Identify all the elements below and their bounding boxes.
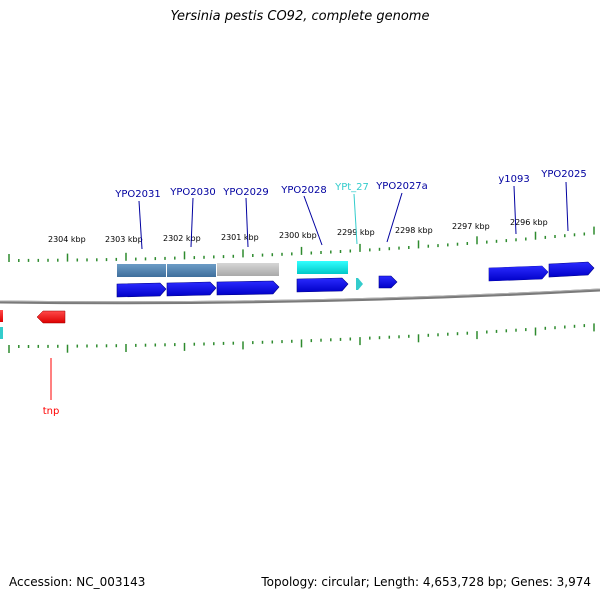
feature-labels: YPO2031 YPO2030 YPO2029 YPO2028 YPt_27 Y… [43,169,587,417]
leader-ypt27 [353,193,358,245]
topology-text: Topology: circular; Length: 4,653,728 bp… [261,575,591,589]
leader-ypo2030 [190,197,194,248]
label-ypo2031[interactable]: YPO2031 [114,189,160,200]
label-y1093[interactable]: y1093 [498,174,529,185]
band-arrow-y1093 [489,266,548,281]
leader-ypo2027a [386,192,403,243]
gene-arrow-ypo2025[interactable] [548,261,595,278]
label-tnp[interactable]: tnp [43,406,60,417]
scale-label-2304: 2304 kbp [48,235,86,244]
gene-arrow-tnp[interactable] [36,310,66,324]
band-block-ypo2028 [297,261,348,274]
label-ypo2027a[interactable]: YPO2027a [375,181,428,192]
scale-ticks-top [8,226,595,262]
gene-arrow-ypo2028[interactable] [296,277,349,293]
scale-label-2297: 2297 kbp [452,222,490,231]
scale-label-2300: 2300 kbp [279,231,317,240]
scale-label-2301: 2301 kbp [221,233,259,242]
band-block-ypo2030 [167,264,216,277]
label-ypo2030[interactable]: YPO2030 [169,187,215,198]
scale-label-2303: 2303 kbp [105,235,143,244]
scale-labels: 2304 kbp 2303 kbp 2302 kbp 2301 kbp 2300… [48,218,548,244]
scale-label-2302: 2302 kbp [163,234,201,243]
gene-edge-cyan [0,327,3,339]
scale-label-2298: 2298 kbp [395,226,433,235]
band-block-ypo2029 [217,263,279,276]
gene-arrow-ypo2031[interactable] [116,282,167,298]
gene-arrow-ypo2029[interactable] [216,280,280,296]
feature-band-upper-right [489,266,548,281]
accession-text: Accession: NC_003143 [9,575,146,589]
feature-band-upper [117,261,348,277]
gene-edge-red [0,310,3,322]
label-ypo2029[interactable]: YPO2029 [222,187,268,198]
label-leaders [50,181,569,400]
map-title: Yersinia pestis CO92, complete genome [170,9,430,24]
label-ypo2025[interactable]: YPO2025 [540,169,586,180]
leader-ypo2031 [138,200,143,250]
leader-ypo2025 [565,181,569,232]
reverse-genes [0,310,66,339]
gene-arrow-ypo2030[interactable] [166,281,217,297]
gene-arrow-ypo2027a[interactable] [378,275,398,289]
genome-backbone [0,288,600,305]
band-block-ypo2031 [117,264,166,277]
scale-label-2296: 2296 kbp [510,218,548,227]
scale-ticks-bottom [8,323,595,353]
label-ypo2028[interactable]: YPO2028 [280,185,326,196]
genome-backbone-highlight [0,288,600,303]
leader-y1093 [513,185,517,235]
leader-ypo2028 [303,195,323,246]
trna-arrow-ypt27[interactable] [356,278,363,290]
leader-ypo2029 [245,197,249,248]
label-ypt27[interactable]: YPt_27 [334,182,369,193]
